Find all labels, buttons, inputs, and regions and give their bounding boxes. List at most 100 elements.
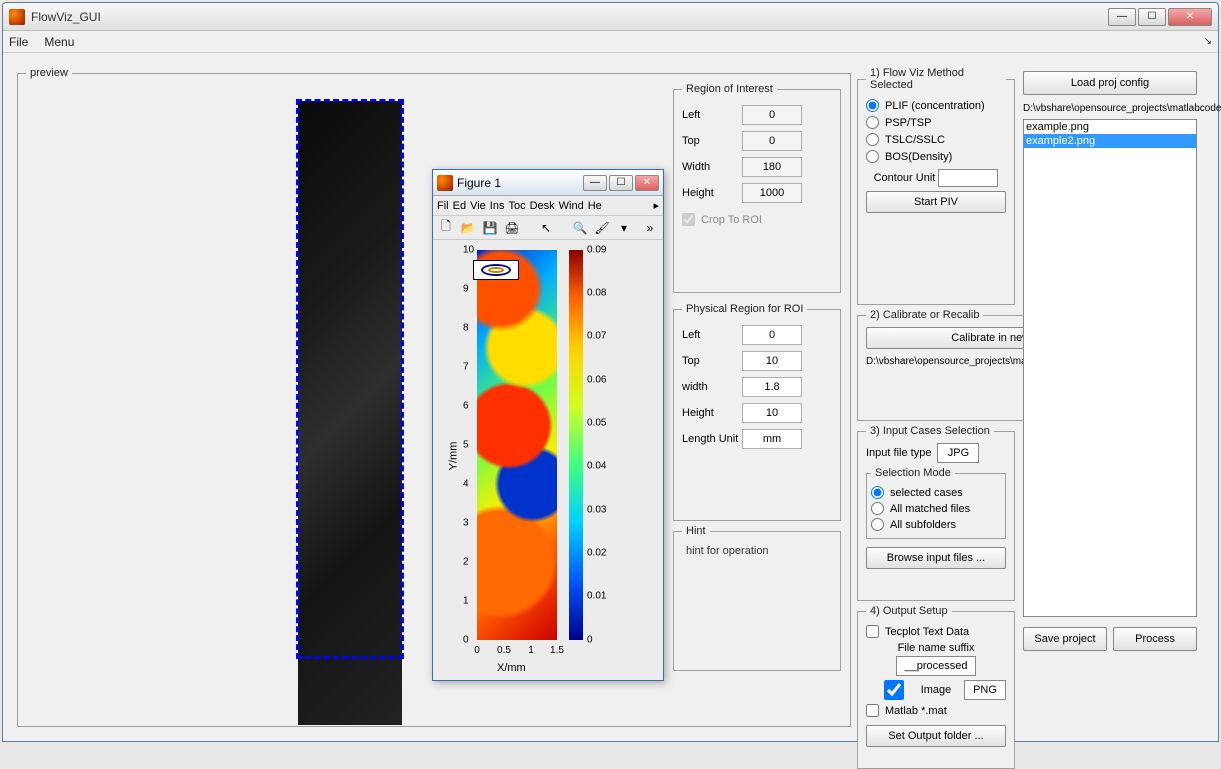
set-output-folder-button[interactable]: Set Output folder ... bbox=[866, 725, 1006, 747]
roi-top-label: Top bbox=[682, 135, 742, 147]
colorbar-tick: 0.08 bbox=[587, 288, 606, 299]
cases-legend: 3) Input Cases Selection bbox=[866, 425, 994, 437]
titlebar[interactable]: FlowViz_GUI — ☐ ✕ bbox=[3, 3, 1218, 31]
contour-unit-input[interactable] bbox=[938, 169, 998, 187]
dropdown-icon[interactable]: ▾ bbox=[615, 219, 633, 237]
figure-menu-item[interactable]: He bbox=[588, 200, 602, 212]
method-psp-radio[interactable] bbox=[866, 116, 879, 129]
phys-left-input[interactable] bbox=[742, 325, 802, 345]
save-project-button[interactable]: Save project bbox=[1023, 627, 1107, 651]
selmode-subfolders-radio[interactable] bbox=[871, 518, 884, 531]
colorbar-tick: 0.05 bbox=[587, 418, 606, 429]
minimize-button[interactable]: — bbox=[1108, 8, 1136, 26]
zoom-in-icon[interactable]: 🔍 bbox=[571, 219, 589, 237]
new-figure-icon[interactable]: 🗋 bbox=[437, 219, 455, 237]
preview-legend: preview bbox=[26, 67, 72, 79]
close-button[interactable]: ✕ bbox=[1168, 8, 1212, 26]
ytick: 0 bbox=[463, 635, 469, 646]
menu-menu[interactable]: Menu bbox=[44, 35, 74, 49]
save-icon[interactable]: 💾 bbox=[481, 219, 499, 237]
figure-menu-item[interactable]: Desk bbox=[530, 200, 555, 212]
load-proj-config-button[interactable]: Load proj config bbox=[1023, 71, 1197, 95]
selmode-opt1: selected cases bbox=[890, 487, 963, 499]
figure-close-button[interactable]: ✕ bbox=[635, 175, 659, 191]
figure-menu-item[interactable]: Toc bbox=[508, 200, 525, 212]
method-tslc-radio[interactable] bbox=[866, 133, 879, 146]
phys-unit-input[interactable] bbox=[742, 429, 802, 449]
hint-legend: Hint bbox=[682, 525, 710, 537]
matlab-checkbox[interactable] bbox=[866, 704, 879, 717]
preview-image bbox=[298, 101, 402, 725]
selection-mode-panel: Selection Mode selected cases All matche… bbox=[866, 467, 1006, 539]
figure-menu-item[interactable]: Wind bbox=[559, 200, 584, 212]
calib-legend: 2) Calibrate or Recalib bbox=[866, 309, 983, 321]
figure-minimize-button[interactable]: — bbox=[583, 175, 607, 191]
colorbar-tick: 0.07 bbox=[587, 331, 606, 342]
roi-left-label: Left bbox=[682, 109, 742, 121]
image-checkbox[interactable] bbox=[873, 680, 915, 700]
menu-file[interactable]: File bbox=[9, 35, 28, 49]
phys-legend: Physical Region for ROI bbox=[682, 303, 807, 315]
output-legend: 4) Output Setup bbox=[866, 605, 952, 617]
figure-menu-more-icon[interactable]: ▸ bbox=[653, 199, 659, 212]
figure-titlebar[interactable]: Figure 1 — ☐ ✕ bbox=[433, 170, 663, 196]
ytick: 1 bbox=[463, 596, 469, 607]
phys-left-label: Left bbox=[682, 329, 742, 341]
ytick: 6 bbox=[463, 401, 469, 412]
legend-marker[interactable] bbox=[473, 260, 519, 280]
roi-left-input[interactable] bbox=[742, 105, 802, 125]
pointer-icon[interactable]: ↖ bbox=[537, 219, 555, 237]
figure-menu-item[interactable]: Ed bbox=[453, 200, 466, 212]
hint-text: hint for operation bbox=[682, 541, 832, 561]
window-title: FlowViz_GUI bbox=[31, 10, 1106, 24]
method-panel: 1) Flow Viz Method Selected PLIF (concen… bbox=[857, 67, 1015, 305]
app-icon bbox=[9, 9, 25, 25]
toolbar-more-icon[interactable]: » bbox=[641, 219, 659, 237]
figure-maximize-button[interactable]: ☐ bbox=[609, 175, 633, 191]
open-icon[interactable]: 📂 bbox=[459, 219, 477, 237]
method-opt2: PSP/TSP bbox=[885, 117, 931, 129]
figure-menu-item[interactable]: Vie bbox=[470, 200, 486, 212]
start-piv-button[interactable]: Start PIV bbox=[866, 191, 1006, 213]
selmode-selected-radio[interactable] bbox=[871, 486, 884, 499]
heatmap-image bbox=[477, 250, 557, 640]
roi-top-input[interactable] bbox=[742, 131, 802, 151]
process-button[interactable]: Process bbox=[1113, 627, 1197, 651]
list-item[interactable]: example.png bbox=[1024, 120, 1196, 134]
colorbar[interactable] bbox=[569, 250, 583, 640]
method-bos-radio[interactable] bbox=[866, 150, 879, 163]
image-label: Image bbox=[921, 684, 952, 696]
maximize-button[interactable]: ☐ bbox=[1138, 8, 1166, 26]
figure-menubar: Fil Ed Vie Ins Toc Desk Wind He ▸ bbox=[433, 196, 663, 216]
xtick: 1.5 bbox=[550, 645, 564, 656]
file-listbox[interactable]: example.png example2.png bbox=[1023, 119, 1197, 617]
heatmap-axes[interactable] bbox=[477, 250, 557, 640]
phys-height-input[interactable] bbox=[742, 403, 802, 423]
filetype-input[interactable] bbox=[937, 443, 979, 463]
figure-menu-item[interactable]: Fil bbox=[437, 200, 449, 212]
suffix-input[interactable] bbox=[896, 656, 976, 676]
roi-width-input[interactable] bbox=[742, 157, 802, 177]
dock-icon[interactable]: ↘ bbox=[1204, 36, 1212, 47]
phys-width-input[interactable] bbox=[742, 377, 802, 397]
roi-panel: Region of Interest Left Top Width Height… bbox=[673, 83, 841, 293]
physical-region-panel: Physical Region for ROI Left Top width H… bbox=[673, 303, 841, 521]
colorbar-tick: 0.03 bbox=[587, 505, 606, 516]
print-icon[interactable]: 🖨 bbox=[503, 219, 521, 237]
figure-window[interactable]: Figure 1 — ☐ ✕ Fil Ed Vie Ins Toc Desk W… bbox=[432, 169, 664, 681]
roi-height-input[interactable] bbox=[742, 183, 802, 203]
brush-icon[interactable]: 🖌 bbox=[593, 219, 611, 237]
image-format-input[interactable] bbox=[964, 680, 1006, 700]
selmode-opt3: All subfolders bbox=[890, 519, 956, 531]
method-plif-radio[interactable] bbox=[866, 99, 879, 112]
figure-toolbar: 🗋 📂 💾 🖨 ↖ 🔍 🖌 ▾ » bbox=[433, 216, 663, 240]
selmode-matched-radio[interactable] bbox=[871, 502, 884, 515]
phys-top-input[interactable] bbox=[742, 351, 802, 371]
list-item[interactable]: example2.png bbox=[1024, 134, 1196, 148]
colorbar-tick: 0.06 bbox=[587, 375, 606, 386]
figure-menu-item[interactable]: Ins bbox=[490, 200, 505, 212]
browse-input-button[interactable]: Browse input files ... bbox=[866, 547, 1006, 569]
x-axis-label: X/mm bbox=[497, 662, 526, 674]
tecplot-checkbox[interactable] bbox=[866, 625, 879, 638]
ytick: 4 bbox=[463, 479, 469, 490]
